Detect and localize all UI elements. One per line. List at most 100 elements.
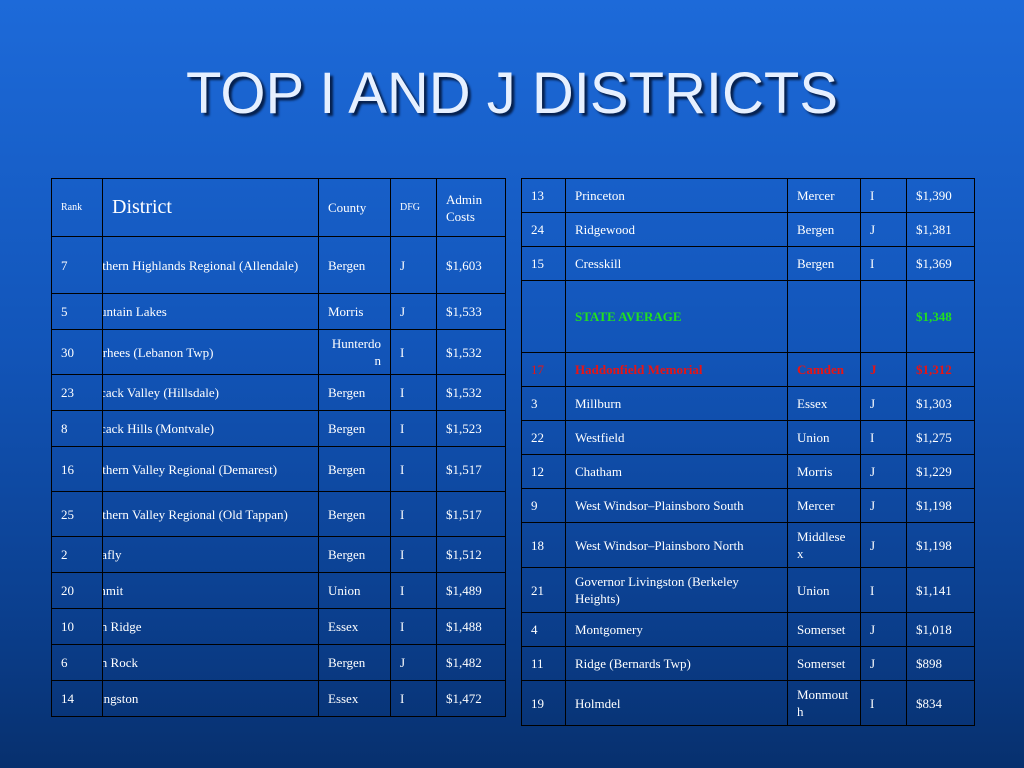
rank-cell: 2	[51, 536, 103, 573]
county-cell: Essex	[318, 608, 391, 645]
dfg-cell: I	[390, 446, 437, 492]
dfg-cell: I	[860, 420, 907, 455]
district-cell: Summit	[102, 572, 319, 609]
district-cell: Pascack Valley (Hillsdale)	[102, 374, 319, 411]
table-row: 21 Governor Livingston (Berkeley Heights…	[521, 567, 975, 613]
county-cell	[787, 280, 861, 353]
table-row: 18 West Windsor–Plainsboro North Middles…	[521, 522, 975, 568]
county-cell: Bergen	[787, 212, 861, 247]
cost-cell: $1,532	[436, 374, 506, 411]
rank-cell: 8	[51, 410, 103, 447]
header-county: County	[318, 178, 391, 237]
cost-cell: $1,018	[906, 612, 975, 647]
cost-cell: $1,489	[436, 572, 506, 609]
county-cell: Bergen	[318, 644, 391, 681]
county-cell: Union	[787, 567, 861, 613]
rank-cell: 3	[521, 386, 566, 421]
header-district: District	[102, 178, 319, 237]
table-row: 2 Tenafly Bergen I $1,512	[51, 536, 506, 573]
table-row: 6 Glen Rock Bergen J $1,482	[51, 644, 506, 681]
dfg-cell: I	[390, 374, 437, 411]
cost-cell: $1,229	[906, 454, 975, 489]
district-cell: Governor Livingston (Berkeley Heights)	[565, 567, 788, 613]
cost-cell: $1,198	[906, 488, 975, 523]
header-dfg: DFG	[390, 178, 437, 237]
county-cell: Hunterdon	[318, 329, 391, 375]
dfg-cell: J	[860, 646, 907, 681]
table-row: 19 Holmdel Monmouth I $834	[521, 680, 975, 726]
cost-cell: $1,533	[436, 293, 506, 330]
rank-cell: 10	[51, 608, 103, 645]
dfg-cell: J	[860, 352, 907, 387]
table-row: 23 Pascack Valley (Hillsdale) Bergen I $…	[51, 374, 506, 411]
table-row: 10 Glen Ridge Essex I $1,488	[51, 608, 506, 645]
slide-title: TOP I AND J DISTRICTS	[185, 61, 839, 126]
dfg-cell: J	[390, 236, 437, 294]
dfg-cell: J	[860, 454, 907, 489]
cost-cell: $1,517	[436, 491, 506, 537]
left-districts-table: Rank District County DFG Admin Costs 7 N…	[51, 178, 506, 717]
rank-cell: 23	[51, 374, 103, 411]
dfg-cell: I	[860, 680, 907, 726]
dfg-cell: I	[390, 329, 437, 375]
rank-cell: 5	[51, 293, 103, 330]
state-average-row: STATE AVERAGE $1,348	[521, 280, 975, 353]
cost-cell: $1,488	[436, 608, 506, 645]
rank-cell: 20	[51, 572, 103, 609]
right-districts-table: 13 Princeton Mercer I $1,390 24 Ridgewoo…	[521, 178, 975, 726]
county-cell: Bergen	[787, 246, 861, 281]
county-cell: Mercer	[787, 488, 861, 523]
district-cell: Westfield	[565, 420, 788, 455]
cost-cell: $1,369	[906, 246, 975, 281]
dfg-cell: I	[390, 536, 437, 573]
table-row: 8 Pascack Hills (Montvale) Bergen I $1,5…	[51, 410, 506, 447]
county-cell: Bergen	[318, 536, 391, 573]
cost-cell: $898	[906, 646, 975, 681]
rank-cell: 13	[521, 178, 566, 213]
rank-cell: 6	[51, 644, 103, 681]
district-cell: Mountain Lakes	[102, 293, 319, 330]
cost-cell: $1,303	[906, 386, 975, 421]
table-row: 13 Princeton Mercer I $1,390	[521, 178, 975, 213]
county-cell: Monmouth	[787, 680, 861, 726]
county-cell: Bergen	[318, 374, 391, 411]
county-cell: Middlesex	[787, 522, 861, 568]
district-cell: Northern Highlands Regional (Allendale)	[102, 236, 319, 294]
county-cell: Somerset	[787, 612, 861, 647]
district-cell: Livingston	[102, 680, 319, 717]
cost-cell: $1,198	[906, 522, 975, 568]
county-cell: Bergen	[318, 491, 391, 537]
dfg-cell: J	[860, 212, 907, 247]
county-cell: Mercer	[787, 178, 861, 213]
rank-cell: 15	[521, 246, 566, 281]
rank-cell: 24	[521, 212, 566, 247]
dfg-cell: I	[390, 680, 437, 717]
rank-cell: 19	[521, 680, 566, 726]
cost-cell: $1,141	[906, 567, 975, 613]
dfg-cell: I	[390, 608, 437, 645]
district-cell: Voorhees (Lebanon Twp)	[102, 329, 319, 375]
district-cell: Pascack Hills (Montvale)	[102, 410, 319, 447]
county-cell: Union	[318, 572, 391, 609]
rank-cell: 7	[51, 236, 103, 294]
rank-cell: 30	[51, 329, 103, 375]
dfg-cell: I	[860, 567, 907, 613]
county-cell: Union	[787, 420, 861, 455]
table-row: 3 Millburn Essex J $1,303	[521, 386, 975, 421]
dfg-cell	[860, 280, 907, 353]
district-cell: Northern Valley Regional (Demarest)	[102, 446, 319, 492]
state-average-label: STATE AVERAGE	[565, 280, 788, 353]
dfg-cell: I	[390, 410, 437, 447]
district-cell: Tenafly	[102, 536, 319, 573]
table-row: 12 Chatham Morris J $1,229	[521, 454, 975, 489]
county-cell: Bergen	[318, 236, 391, 294]
district-cell: Glen Ridge	[102, 608, 319, 645]
district-cell: Cresskill	[565, 246, 788, 281]
rank-cell: 18	[521, 522, 566, 568]
dfg-cell: J	[390, 293, 437, 330]
cost-cell: $1,482	[436, 644, 506, 681]
rank-cell	[521, 280, 566, 353]
rank-cell: 16	[51, 446, 103, 492]
header-rank: Rank	[51, 178, 103, 237]
district-cell: Millburn	[565, 386, 788, 421]
